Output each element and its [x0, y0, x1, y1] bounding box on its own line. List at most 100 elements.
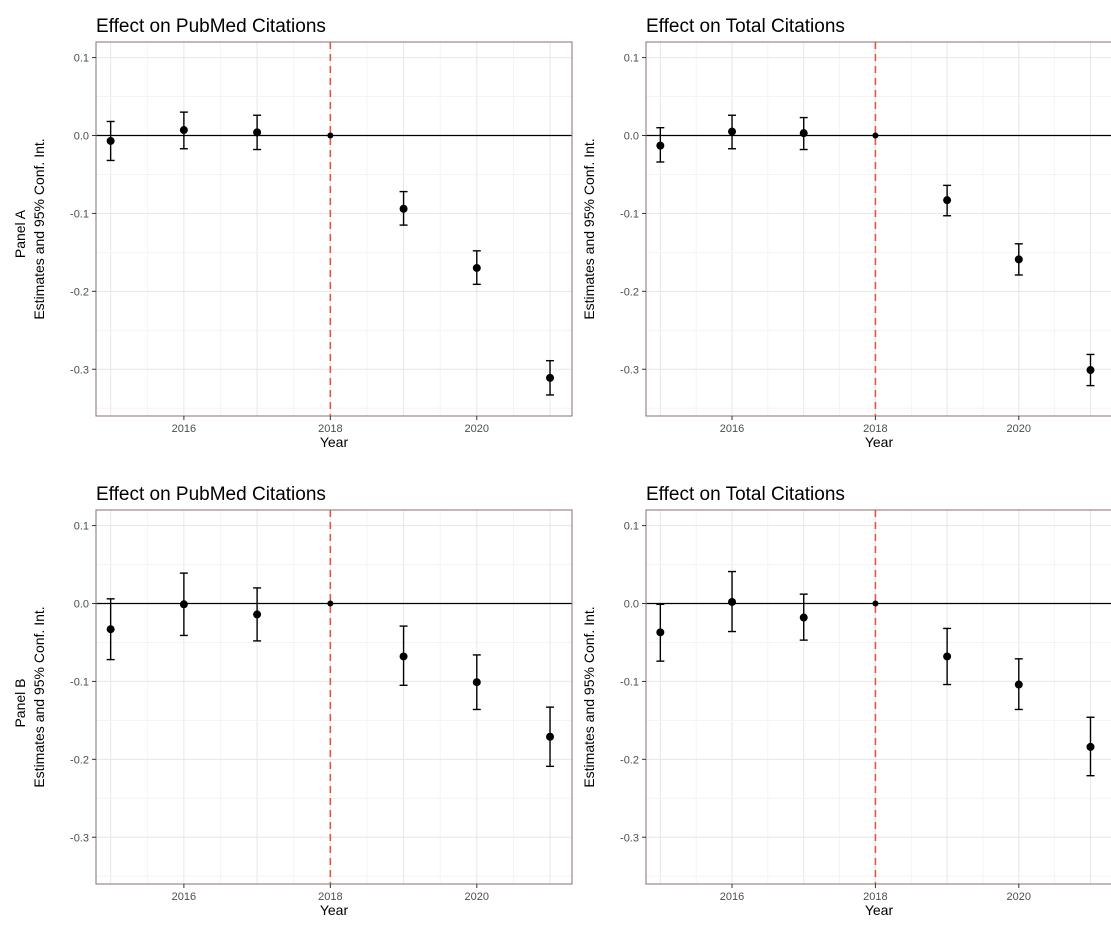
y-tick-label: -0.2 — [70, 754, 89, 766]
x-tick-label: 2018 — [863, 423, 887, 435]
x-tick-label: 2020 — [465, 423, 489, 435]
point-estimate — [546, 373, 555, 382]
panel-4: 0.1 0.0 -0.1 -0.2 -0.3 2016 2018 2020 Year Estima… — [581, 484, 1111, 918]
panel-title: Effect on Total Citations — [646, 16, 845, 37]
point-estimate — [799, 613, 808, 622]
estimate-2019 — [943, 627, 952, 686]
estimate-2018 — [872, 600, 879, 607]
y-tick-label: -0.3 — [70, 832, 89, 844]
y-tick-label: -0.3 — [620, 832, 639, 844]
point-estimate — [472, 263, 481, 272]
y-tick-label: -0.1 — [70, 676, 89, 688]
estimate-2019 — [399, 190, 408, 226]
gridlines — [646, 510, 1111, 884]
y-tick-label: -0.2 — [620, 754, 639, 766]
y-tick-label: 0.1 — [624, 53, 639, 65]
estimate-2017 — [799, 116, 808, 151]
point-estimate — [106, 136, 115, 145]
panel-border — [95, 41, 573, 417]
panel-title: Effect on PubMed Citations — [96, 16, 326, 37]
estimate-2015 — [106, 120, 115, 162]
x-tick-label: 2016 — [720, 423, 744, 435]
x-axis-title: Year — [320, 434, 349, 450]
estimate-2017 — [253, 587, 262, 642]
estimate-2016 — [728, 114, 737, 150]
gridlines — [96, 510, 572, 884]
point-estimate — [799, 129, 808, 138]
row-label-panel-b: Panel B — [12, 678, 28, 727]
y-axis-title: Estimates and 95% Conf. Int. — [31, 606, 47, 787]
estimate-2021 — [1086, 716, 1095, 777]
point-estimate — [728, 127, 737, 136]
estimate-2019 — [399, 625, 408, 687]
estimate-2020 — [472, 250, 481, 286]
gridlines — [96, 42, 572, 416]
estimate-2020 — [472, 654, 481, 711]
panel-border — [645, 509, 1111, 885]
x-tick-label: 2020 — [465, 891, 489, 903]
estimate-2016 — [728, 570, 737, 633]
y-tick-label: -0.1 — [620, 208, 639, 220]
estimate-2016 — [179, 111, 188, 150]
x-tick-label: 2016 — [172, 891, 196, 903]
estimate-2015 — [106, 598, 115, 661]
point-estimate — [872, 600, 879, 607]
point-estimate — [872, 132, 879, 139]
point-estimate — [656, 628, 665, 637]
x-tick-label: 2018 — [318, 891, 342, 903]
y-tick-label: 0.0 — [74, 599, 89, 611]
y-tick-label: -0.1 — [620, 676, 639, 688]
x-axis-title: Year — [865, 434, 894, 450]
point-estimate — [1086, 366, 1095, 375]
point-estimate — [327, 132, 334, 139]
panel-title: Effect on Total Citations — [646, 484, 845, 505]
row-label-panel-a: Panel A — [12, 209, 28, 258]
y-axis-title: Estimates and 95% Conf. Int. — [581, 606, 597, 787]
estimate-2015 — [656, 127, 665, 163]
point-estimate — [179, 600, 188, 609]
point-estimate — [253, 128, 262, 137]
y-tick-label: -0.2 — [70, 286, 89, 298]
estimate-2020 — [1014, 658, 1023, 711]
point-estimate — [472, 678, 481, 687]
panel-1: 0.1 0.0 -0.1 -0.2 -0.3 2016 2018 2020 Year Estima… — [31, 16, 573, 450]
x-tick-label: 2016 — [720, 891, 744, 903]
estimate-2021 — [546, 706, 555, 768]
x-axis-title: Year — [865, 902, 894, 918]
x-axis-title: Year — [320, 902, 349, 918]
panel-border — [645, 41, 1111, 417]
estimate-2019 — [943, 184, 952, 217]
x-tick-label: 2018 — [863, 891, 887, 903]
point-estimate — [253, 610, 262, 619]
x-tick-label: 2020 — [1007, 891, 1031, 903]
estimate-2015 — [656, 603, 665, 662]
panel-3: 0.1 0.0 -0.1 -0.2 -0.3 2016 2018 2020 Year Estima… — [31, 484, 573, 918]
point-estimate — [327, 600, 334, 607]
panel-2: 0.1 0.0 -0.1 -0.2 -0.3 2016 2018 2020 Year Estima… — [581, 16, 1111, 450]
estimate-2018 — [872, 132, 879, 139]
estimate-2021 — [1086, 353, 1095, 387]
point-estimate — [546, 732, 555, 741]
x-tick-label: 2020 — [1007, 423, 1031, 435]
estimate-2017 — [253, 114, 262, 151]
point-estimate — [106, 625, 115, 634]
point-estimate — [399, 652, 408, 661]
y-axis-title: Estimates and 95% Conf. Int. — [581, 138, 597, 319]
estimate-2021 — [546, 359, 555, 396]
y-tick-label: 0.0 — [624, 599, 639, 611]
point-estimate — [179, 126, 188, 135]
y-tick-label: 0.0 — [74, 131, 89, 143]
y-tick-label: -0.1 — [70, 208, 89, 220]
estimate-2018 — [327, 132, 334, 139]
y-tick-label: -0.3 — [620, 364, 639, 376]
y-tick-label: 0.1 — [624, 521, 639, 533]
x-tick-label: 2018 — [318, 423, 342, 435]
gridlines — [646, 42, 1111, 416]
point-estimate — [943, 196, 952, 205]
panel-border — [95, 509, 573, 885]
estimate-2016 — [179, 572, 188, 637]
estimate-2017 — [799, 593, 808, 641]
point-estimate — [656, 141, 665, 150]
